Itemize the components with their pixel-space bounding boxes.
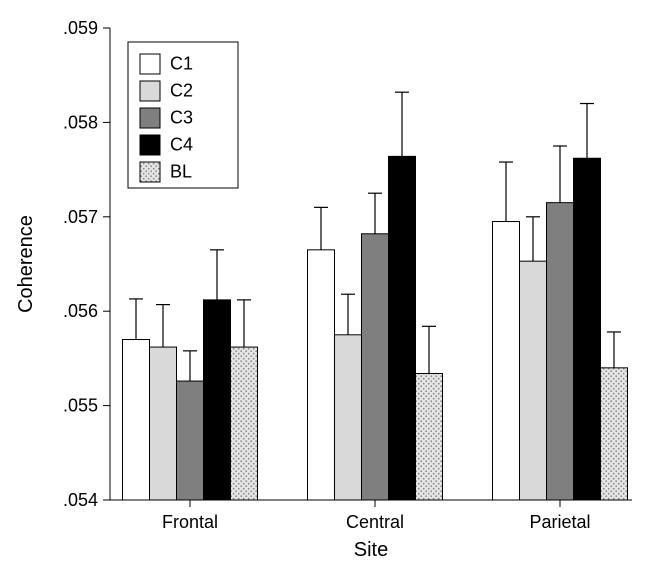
bar-BL-parietal: [601, 368, 628, 500]
legend-label-C3: C3: [170, 108, 193, 128]
bar-C1-frontal: [123, 340, 150, 500]
legend-swatch-C4: [140, 135, 160, 155]
y-tick-label: .057: [63, 207, 98, 227]
x-tick-label: Parietal: [529, 512, 590, 532]
x-tick-label: Central: [346, 512, 404, 532]
coherence-bar-chart: .054 .055 .056 .057 .058 .059 Coherence Frontal…: [0, 0, 664, 575]
bar-C4-central: [389, 156, 416, 500]
y-tick-label: .054: [63, 490, 98, 510]
y-tick-label: .058: [63, 112, 98, 132]
bar-C1-central: [308, 250, 335, 500]
x-axis-title: Site: [354, 539, 388, 561]
legend-label-C1: C1: [170, 54, 193, 74]
bar-C3-frontal: [177, 381, 204, 500]
legend-label-C2: C2: [170, 81, 193, 101]
y-tick-label: .059: [63, 18, 98, 38]
bar-BL-frontal: [231, 347, 258, 500]
y-axis-title: Coherence: [15, 215, 37, 313]
legend-swatch-BL: [140, 162, 160, 182]
bar-C3-central: [362, 234, 389, 500]
legend-swatch-C2: [140, 81, 160, 101]
chart-svg: .054 .055 .056 .057 .058 .059 Coherence Frontal…: [0, 0, 664, 575]
bar-BL-central: [416, 374, 443, 500]
legend-swatch-C1: [140, 54, 160, 74]
bar-C3-parietal: [547, 203, 574, 500]
bar-C4-parietal: [574, 158, 601, 500]
bar-C2-parietal: [520, 261, 547, 500]
legend-label-BL: BL: [170, 162, 192, 182]
bar-C2-frontal: [150, 347, 177, 500]
bar-C1-parietal: [493, 222, 520, 500]
bar-C4-frontal: [204, 300, 231, 500]
y-tick-label: .055: [63, 396, 98, 416]
y-tick-label: .056: [63, 301, 98, 321]
bar-C2-central: [335, 335, 362, 500]
x-tick-label: Frontal: [162, 512, 218, 532]
legend-swatch-C3: [140, 108, 160, 128]
legend-label-C4: C4: [170, 135, 193, 155]
